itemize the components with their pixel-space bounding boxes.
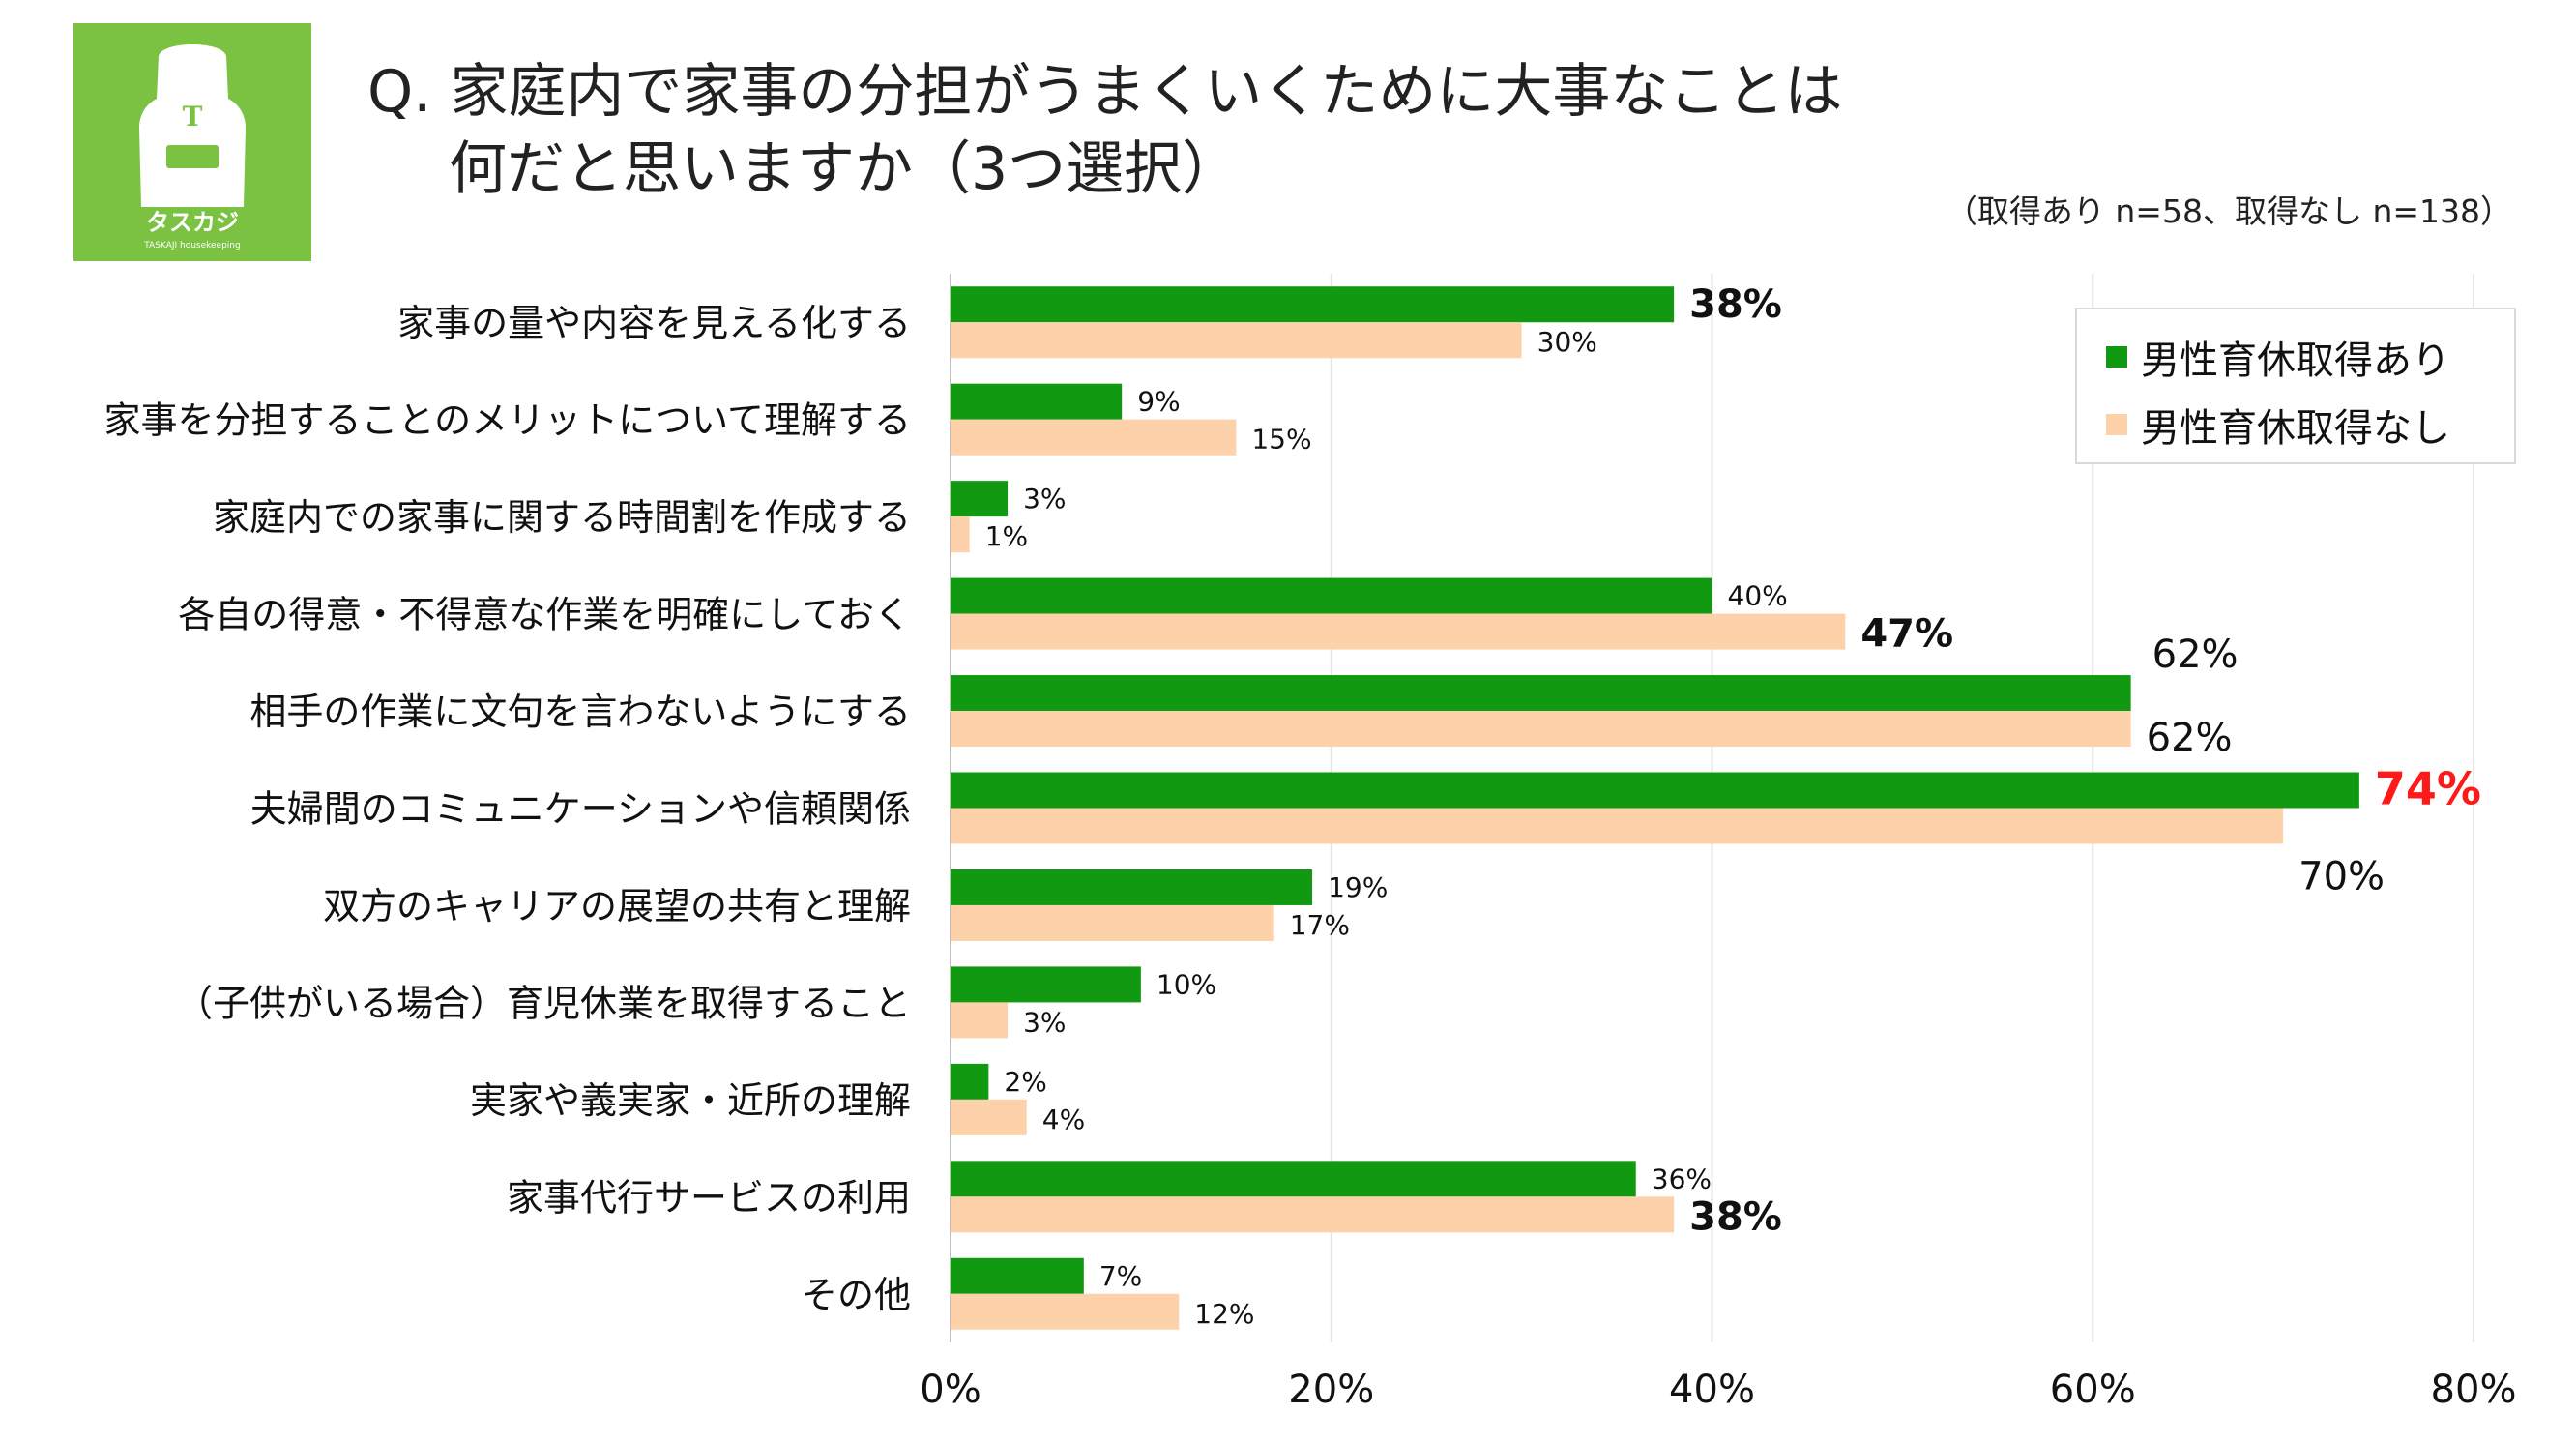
logo-tagline: TASKAJI housekeeping xyxy=(143,241,240,250)
legend-swatch-without xyxy=(2106,414,2127,435)
bar-with xyxy=(951,1257,1084,1294)
value-label-without: 62% xyxy=(2147,716,2233,760)
category-label: （子供がいる場合）育児休業を取得すること xyxy=(176,982,911,1024)
value-label-without: 47% xyxy=(1860,612,1953,657)
value-label-with: 19% xyxy=(1328,871,1388,903)
page-title-line2: 何だと思いますか（3つ選択） xyxy=(449,135,1241,203)
bar-without xyxy=(951,808,2284,844)
bar-without xyxy=(951,516,970,553)
x-tick-label: 0% xyxy=(920,1368,981,1412)
bar-without xyxy=(951,904,1274,941)
value-label-with: 62% xyxy=(2152,633,2239,677)
bar-with xyxy=(951,1063,989,1100)
value-label-with: 40% xyxy=(1728,580,1788,612)
bar-with xyxy=(951,869,1313,905)
bar-with xyxy=(951,1161,1636,1197)
value-label-with: 3% xyxy=(1023,483,1066,515)
value-label-without: 3% xyxy=(1023,1006,1066,1038)
logo-initial: T xyxy=(183,101,203,133)
category-label: 相手の作業に文句を言わないようにする xyxy=(249,691,911,733)
value-label-without: 70% xyxy=(2298,855,2385,899)
bar-with xyxy=(951,966,1141,1003)
value-label-without: 38% xyxy=(1689,1194,1782,1239)
value-label-without: 15% xyxy=(1251,424,1311,456)
bar-without xyxy=(951,613,1846,650)
bar-with xyxy=(951,383,1123,420)
value-label-without: 1% xyxy=(985,520,1028,552)
value-label-without: 30% xyxy=(1537,326,1597,358)
bar-without xyxy=(951,1002,1009,1039)
legend-item-with: 男性育休取得あり xyxy=(2106,329,2450,385)
value-label-with: 2% xyxy=(1004,1066,1046,1098)
legend-swatch-with xyxy=(2106,346,2127,368)
legend-label-without: 男性育休取得なし xyxy=(2141,406,2450,451)
value-label-with: 7% xyxy=(1099,1260,1142,1292)
apron-icon xyxy=(139,44,246,207)
x-tick-label: 60% xyxy=(2050,1368,2136,1412)
value-label-with: 38% xyxy=(1689,282,1782,327)
value-label-without: 12% xyxy=(1194,1298,1254,1330)
bar-without xyxy=(951,1099,1027,1135)
value-label-with: 9% xyxy=(1137,386,1180,418)
category-label: その他 xyxy=(801,1274,911,1316)
bar-without xyxy=(951,1196,1675,1233)
bar-without xyxy=(951,322,1522,359)
chart-legend: 男性育休取得あり 男性育休取得なし xyxy=(2075,308,2516,464)
value-label-without: 17% xyxy=(1290,909,1350,941)
page-title-line1: Q. 家庭内で家事の分担がうまくいくために大事なことは xyxy=(367,58,1843,126)
value-label-with: 74% xyxy=(2375,763,2481,815)
value-label-with: 36% xyxy=(1652,1163,1712,1194)
taskaji-logo: T タスカジ TASKAJI housekeeping xyxy=(73,23,311,261)
category-label: 家事を分担することのメリットについて理解する xyxy=(104,399,911,442)
bar-without xyxy=(951,711,2131,748)
category-label: 家事代行サービスの利用 xyxy=(507,1176,911,1219)
category-label: 家庭内での家事に関する時間割を作成する xyxy=(213,496,911,539)
legend-label-with: 男性育休取得あり xyxy=(2141,339,2450,383)
legend-item-without: 男性育休取得なし xyxy=(2106,397,2450,453)
bar-with xyxy=(951,577,1712,614)
category-label: 実家や義実家・近所の理解 xyxy=(470,1079,911,1122)
x-tick-label: 80% xyxy=(2431,1368,2517,1412)
bar-with xyxy=(951,286,1675,323)
bar-with xyxy=(951,481,1009,517)
category-label: 家事の量や内容を見える化する xyxy=(397,302,911,344)
bar-with xyxy=(951,675,2131,712)
category-label: 双方のキャリアの展望の共有と理解 xyxy=(323,885,911,928)
sample-size-note: （取得あり n=58、取得なし n=138） xyxy=(1945,192,2512,230)
logo-name: タスカジ xyxy=(146,209,239,236)
x-tick-label: 40% xyxy=(1669,1368,1755,1412)
category-label: 各自の得意・不得意な作業を明確にしておく xyxy=(178,594,911,636)
bar-without xyxy=(951,419,1237,456)
value-label-without: 4% xyxy=(1042,1104,1085,1135)
bar-without xyxy=(951,1293,1180,1330)
x-tick-label: 20% xyxy=(1288,1368,1374,1412)
value-label-with: 10% xyxy=(1156,968,1216,1000)
category-label: 夫婦間のコミュニケーションや信頼関係 xyxy=(250,788,911,831)
bar-with xyxy=(951,772,2359,809)
